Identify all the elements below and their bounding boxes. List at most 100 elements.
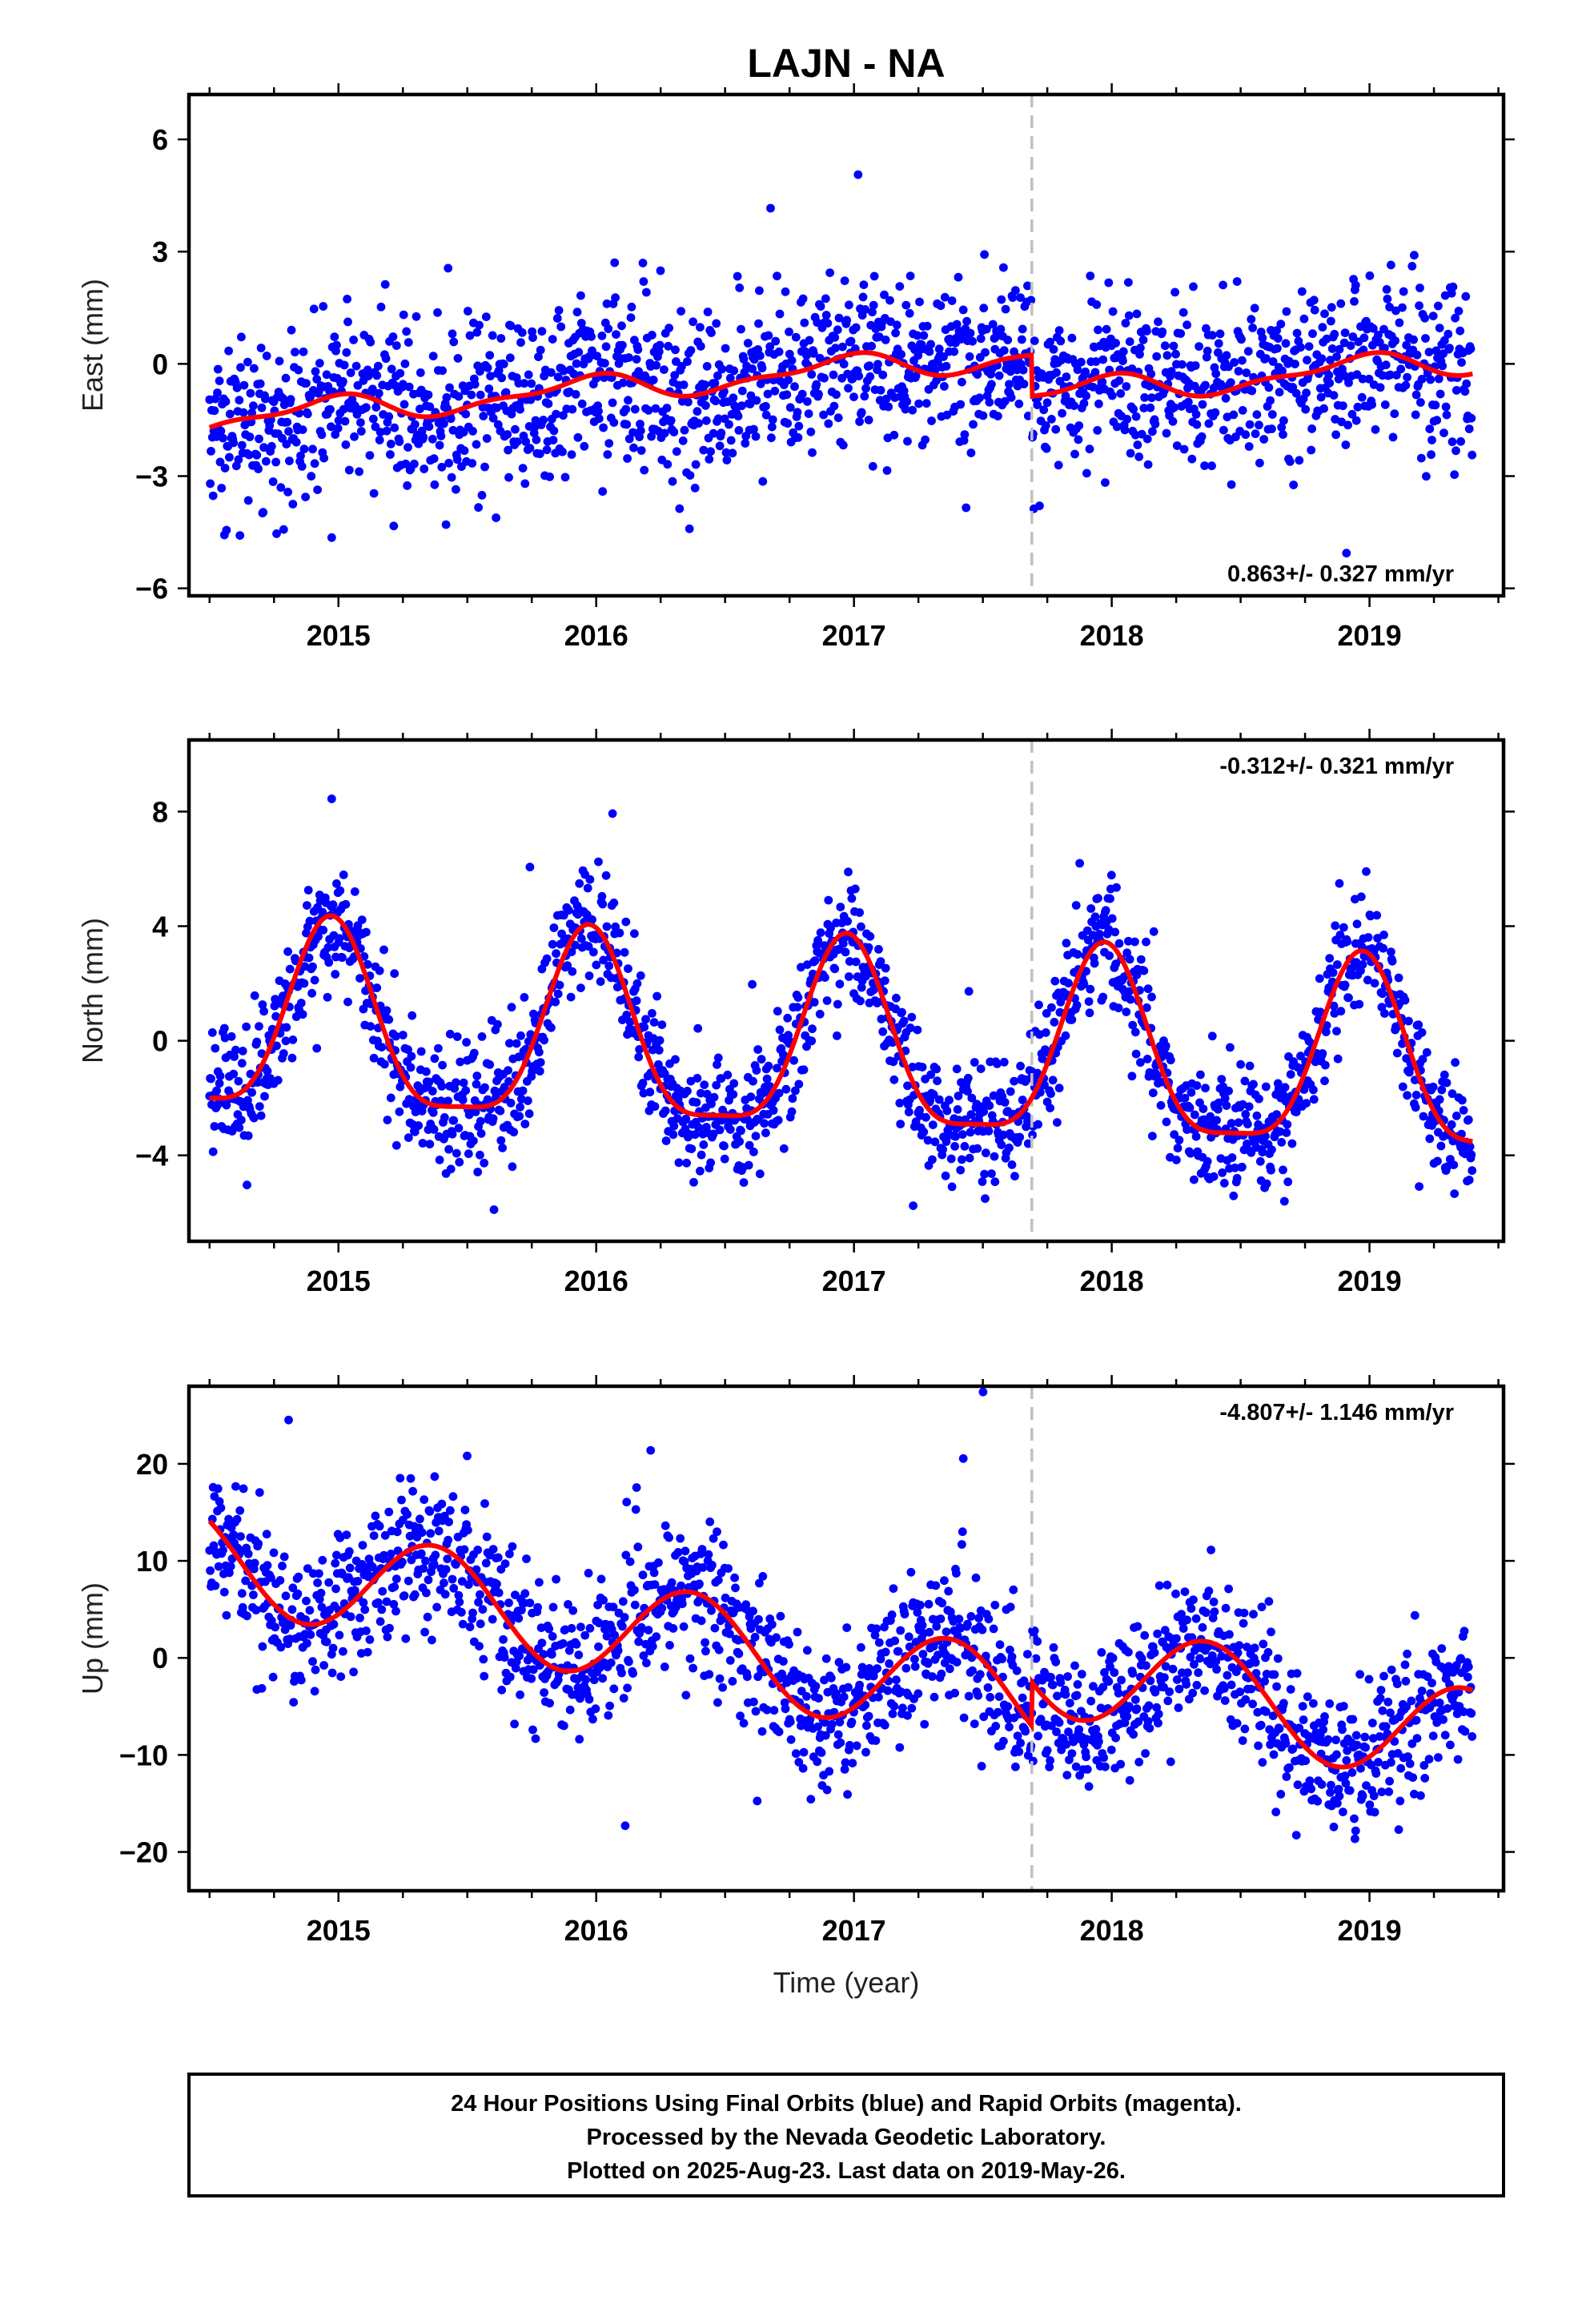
data-point: [1450, 470, 1460, 480]
data-point: [932, 1622, 942, 1631]
data-point: [1191, 410, 1201, 419]
data-point: [1225, 1630, 1234, 1639]
data-point: [1110, 927, 1120, 937]
data-point: [1257, 1602, 1267, 1611]
data-point: [390, 1582, 400, 1591]
data-point: [1041, 1028, 1050, 1037]
data-point: [874, 1692, 883, 1702]
data-point: [713, 414, 723, 424]
data-point: [1023, 281, 1032, 291]
data-point: [958, 1527, 967, 1537]
data-point: [480, 462, 489, 472]
data-point: [334, 416, 343, 425]
data-point: [375, 1617, 385, 1626]
data-point: [1039, 405, 1049, 415]
data-point: [1111, 339, 1120, 348]
data-point: [1344, 378, 1353, 388]
data-point: [1134, 1717, 1143, 1727]
data-point: [294, 365, 303, 375]
data-point: [726, 436, 736, 445]
data-point: [624, 396, 632, 405]
data-point: [238, 1602, 247, 1612]
data-point: [553, 372, 563, 382]
data-point: [237, 1589, 247, 1598]
data-point: [481, 1558, 491, 1568]
data-point: [757, 364, 767, 372]
data-point: [934, 1095, 944, 1104]
data-point: [904, 1108, 913, 1116]
data-point: [889, 430, 899, 440]
data-point: [1333, 960, 1342, 969]
data-point: [988, 320, 998, 329]
data-point: [464, 1149, 473, 1159]
data-point: [813, 1757, 822, 1767]
data-point: [330, 332, 339, 341]
data-point: [1126, 448, 1135, 458]
data-point: [388, 332, 398, 341]
data-point: [499, 1634, 508, 1644]
data-point: [535, 449, 544, 459]
data-point: [474, 503, 483, 513]
data-point: [967, 1093, 977, 1103]
data-point: [298, 1010, 307, 1019]
data-point: [369, 489, 379, 498]
data-point: [1154, 1581, 1164, 1590]
data-point: [1350, 297, 1359, 306]
data-point: [339, 1647, 347, 1656]
data-point: [1187, 454, 1197, 464]
data-point: [639, 1651, 648, 1660]
data-point: [467, 390, 476, 400]
data-point: [709, 1092, 719, 1102]
data-point: [626, 313, 636, 322]
data-point: [755, 351, 765, 360]
data-point: [705, 455, 714, 464]
data-point: [371, 1511, 380, 1521]
data-point: [1219, 1179, 1229, 1188]
data-point: [838, 939, 848, 948]
data-point: [976, 1064, 986, 1073]
data-point: [816, 928, 825, 937]
data-point: [315, 359, 324, 368]
data-point: [888, 1709, 897, 1719]
data-point: [517, 1606, 526, 1614]
data-point: [893, 1647, 903, 1656]
data-point: [642, 287, 651, 297]
data-point: [1188, 1688, 1198, 1698]
data-point: [1239, 1618, 1248, 1628]
data-point: [1124, 311, 1134, 320]
data-point: [895, 1743, 905, 1752]
data-point: [892, 320, 901, 330]
data-point: [963, 1073, 973, 1083]
data-point: [476, 1150, 484, 1160]
data-point: [1280, 1083, 1290, 1092]
data-point: [474, 1598, 483, 1607]
data-point: [1010, 1172, 1019, 1181]
data-point: [1140, 393, 1150, 402]
data-point: [833, 1031, 841, 1040]
data-point: [1251, 429, 1260, 439]
data-point: [537, 327, 547, 336]
data-point: [833, 413, 843, 423]
data-point: [350, 1586, 359, 1595]
data-point: [1009, 1585, 1018, 1594]
data-point: [1174, 1684, 1184, 1694]
data-point: [1285, 457, 1295, 466]
data-point: [907, 1012, 917, 1022]
data-point: [1094, 325, 1102, 335]
data-point: [1268, 1711, 1278, 1721]
data-point: [243, 357, 252, 367]
data-point: [1276, 320, 1286, 329]
data-point: [1006, 1087, 1015, 1096]
data-point: [327, 533, 336, 542]
data-point: [843, 917, 852, 926]
data-point: [1229, 1191, 1239, 1200]
data-point: [1234, 367, 1243, 376]
data-point: [275, 356, 284, 366]
data-point: [1171, 349, 1180, 359]
data-point: [974, 1691, 983, 1700]
data-point: [853, 170, 863, 179]
data-point: [675, 504, 685, 513]
data-point: [790, 382, 799, 392]
data-point: [1299, 314, 1309, 324]
